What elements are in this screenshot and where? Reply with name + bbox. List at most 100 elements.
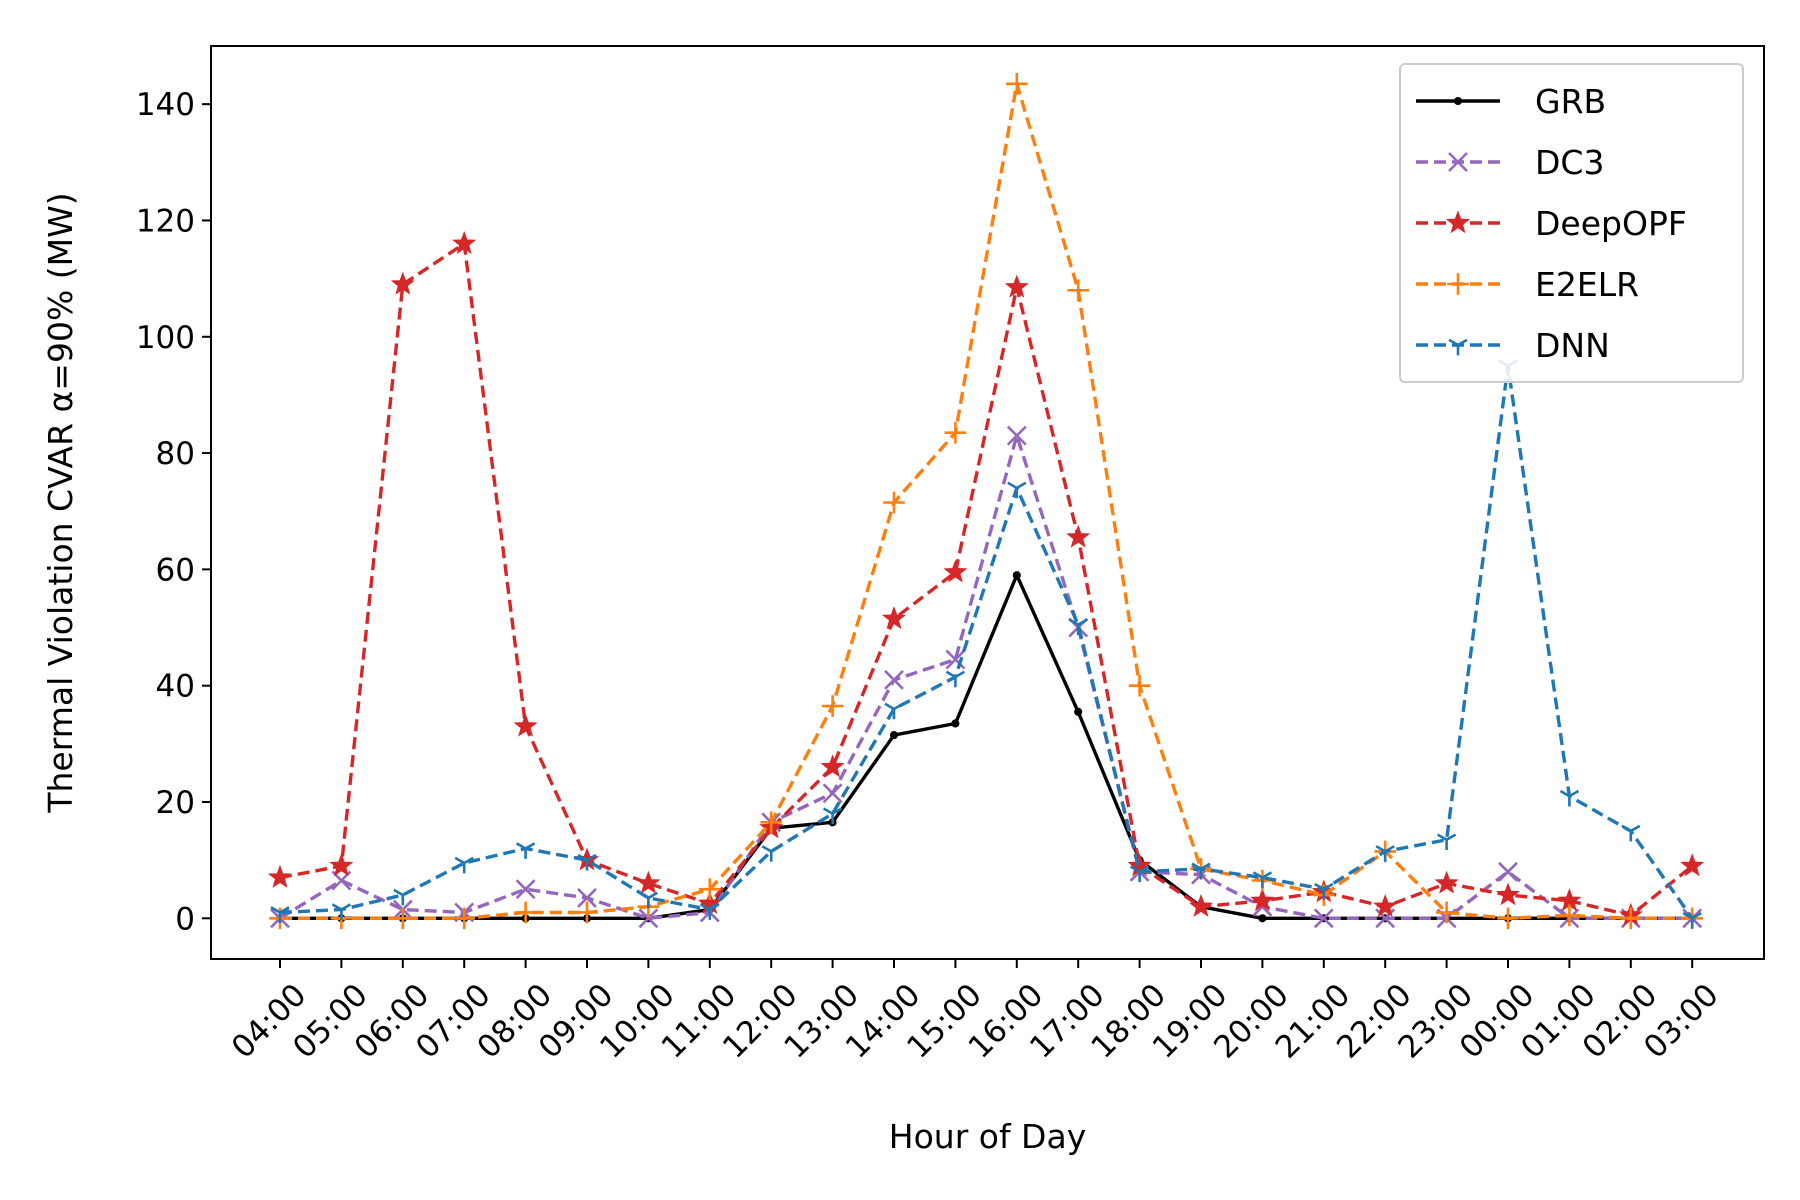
data-point [944, 421, 967, 444]
data-point [513, 713, 538, 737]
data-point [1453, 96, 1463, 106]
data-point [760, 811, 782, 834]
plot-frame [210, 45, 1765, 960]
data-point [889, 731, 899, 740]
data-point [1445, 210, 1471, 234]
y-tick-label: 120 [136, 203, 195, 239]
series-line [279, 241, 1694, 918]
data-point [943, 559, 968, 583]
data-point [1680, 853, 1705, 877]
data-point [1621, 824, 1641, 842]
data-point [1004, 274, 1029, 298]
data-point [1497, 907, 1519, 930]
series-dc3 [270, 425, 1703, 929]
data-point [884, 702, 904, 720]
data-point [1447, 273, 1469, 295]
data-point [1434, 870, 1459, 894]
data-point [700, 903, 720, 920]
data-point [1007, 481, 1027, 499]
data-point [821, 695, 844, 717]
data-point [1012, 571, 1021, 580]
data-point [393, 888, 413, 906]
y-tick-label: 0 [175, 901, 195, 937]
legend-entry: DeepOPF [1416, 204, 1687, 243]
data-point [1375, 845, 1395, 862]
legend-entry: DNN [1416, 326, 1610, 365]
data-point [1498, 861, 1518, 882]
y-tick-label: 80 [156, 436, 195, 472]
data-point [1250, 888, 1275, 912]
data-point [951, 719, 960, 728]
data-point [1373, 893, 1398, 917]
data-point [1252, 871, 1273, 888]
data-point [577, 853, 597, 871]
data-point [329, 853, 354, 877]
data-point [577, 888, 597, 908]
legend-label: DC3 [1535, 143, 1604, 182]
data-point [1435, 901, 1458, 924]
x-axis-title: Hour of Day [889, 1117, 1086, 1156]
y-tick-label: 140 [136, 87, 195, 123]
series-e2elr [269, 72, 1703, 930]
data-point [452, 231, 477, 254]
data-point [1066, 524, 1091, 548]
data-point [945, 670, 966, 688]
data-point [1314, 882, 1334, 900]
data-point [1559, 789, 1580, 807]
data-point [1313, 908, 1334, 929]
legend-entry: E2ELR [1416, 265, 1639, 304]
data-point [1448, 338, 1468, 356]
series-line [279, 433, 1693, 920]
data-point [1006, 425, 1027, 446]
data-point [1188, 893, 1214, 917]
data-point [1682, 911, 1702, 929]
legend-label: E2ELR [1535, 265, 1639, 304]
data-point [1558, 904, 1581, 927]
data-point [1067, 279, 1089, 302]
y-tick-label: 20 [156, 785, 195, 821]
legend-label: DNN [1535, 326, 1610, 365]
data-point [390, 271, 415, 295]
legend: GRB DC3 DeepOPF E2ELR DNN [1399, 63, 1744, 383]
data-point [267, 864, 293, 888]
y-tick-label: 100 [136, 320, 195, 356]
plot-marks [267, 72, 1705, 930]
data-point [761, 845, 781, 862]
data-point [515, 842, 536, 859]
data-point [1006, 72, 1028, 95]
series-grb [275, 571, 1697, 923]
data-point [576, 901, 598, 924]
data-point [822, 807, 843, 824]
data-point [1068, 618, 1088, 635]
data-point [1495, 882, 1521, 906]
y-axis-title: Thermal Violation CVAR α=90% (MW) [41, 192, 80, 813]
series-line [279, 364, 1694, 920]
legend-label: GRB [1535, 82, 1606, 121]
data-point [453, 907, 475, 930]
data-point [270, 906, 290, 923]
data-point [884, 669, 904, 690]
data-point [883, 491, 905, 514]
data-point [1128, 674, 1151, 697]
y-tick-label: 60 [156, 552, 195, 588]
y-tick-label: 40 [156, 669, 195, 705]
data-point [392, 907, 414, 930]
data-point [515, 879, 536, 900]
data-point [638, 891, 659, 909]
legend-entry: GRB [1416, 82, 1606, 121]
data-point [1258, 914, 1267, 923]
legend-box [1399, 63, 1744, 383]
data-point [454, 856, 474, 874]
data-point [822, 783, 843, 804]
data-point [1074, 707, 1083, 716]
data-point [331, 903, 352, 920]
data-point [1436, 833, 1457, 851]
data-point [1191, 862, 1211, 880]
series-dnn [270, 359, 1702, 929]
data-point [514, 901, 537, 924]
legend-label: DeepOPF [1535, 204, 1687, 243]
data-point [945, 649, 966, 670]
data-point [1620, 907, 1642, 930]
data-point [638, 908, 659, 929]
